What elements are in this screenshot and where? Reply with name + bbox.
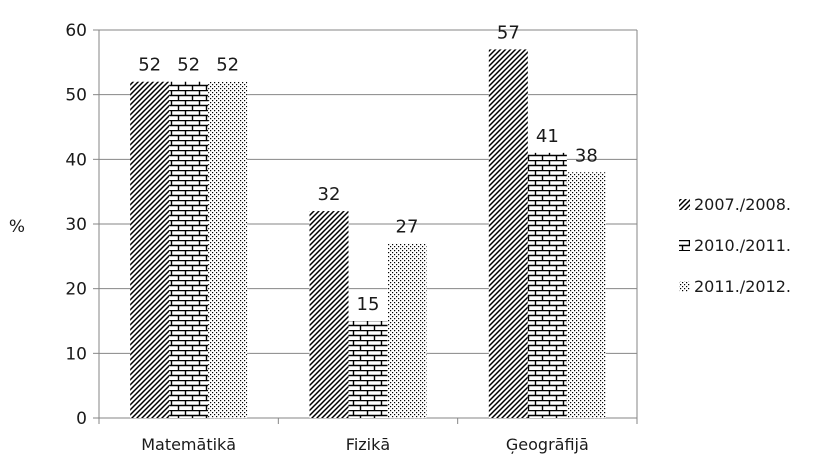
bar-dots	[566, 172, 606, 418]
legend-label: 2011./2012.	[694, 277, 791, 296]
bar-value-label: 41	[536, 126, 559, 147]
y-tick-label: 20	[65, 280, 87, 300]
bar-diagonal-hatch	[309, 211, 349, 418]
bar-diagonal-hatch	[488, 49, 528, 419]
bar-diagonal-hatch	[130, 81, 170, 418]
legend-label: 2010./2011.	[694, 236, 791, 255]
bars	[130, 49, 606, 419]
bar-value-label: 27	[396, 216, 419, 237]
data-labels: 52 32 57 52 15 41 52 27 38	[138, 22, 598, 315]
bar-value-label: 52	[177, 55, 200, 76]
bar-value-label: 32	[318, 184, 341, 205]
y-tick-label: 30	[65, 215, 87, 235]
x-category-label: Ģeogrāfijā	[506, 435, 589, 454]
y-axis-title: %	[9, 217, 25, 237]
x-category-label: Matemātikā	[141, 435, 236, 454]
legend-swatch-diagonal-hatch	[679, 199, 690, 210]
y-tick-label: 60	[65, 21, 87, 41]
bar-brick	[169, 81, 209, 418]
y-tick-label: 0	[76, 409, 87, 429]
y-tick-label: 50	[65, 86, 87, 106]
bar-dots	[208, 81, 248, 418]
bar-value-label: 15	[357, 294, 380, 315]
bar-value-label: 52	[216, 55, 239, 76]
bar-value-label: 57	[497, 22, 520, 43]
bar-dots	[387, 243, 427, 418]
bar-value-label: 52	[138, 55, 161, 76]
y-tick-label: 10	[65, 344, 87, 364]
x-category-label: Fizikā	[346, 435, 390, 454]
legend-swatch-dots	[679, 281, 690, 292]
legend-label: 2007./2008.	[694, 195, 791, 214]
legend: 2007./2008. 2010./2011. 2011./2012.	[679, 195, 791, 296]
legend-swatch-brick	[679, 240, 690, 251]
bar-brick	[527, 152, 567, 418]
bar-value-label: 38	[575, 145, 598, 166]
y-tick-label: 40	[65, 150, 87, 170]
bar-brick	[348, 321, 388, 418]
